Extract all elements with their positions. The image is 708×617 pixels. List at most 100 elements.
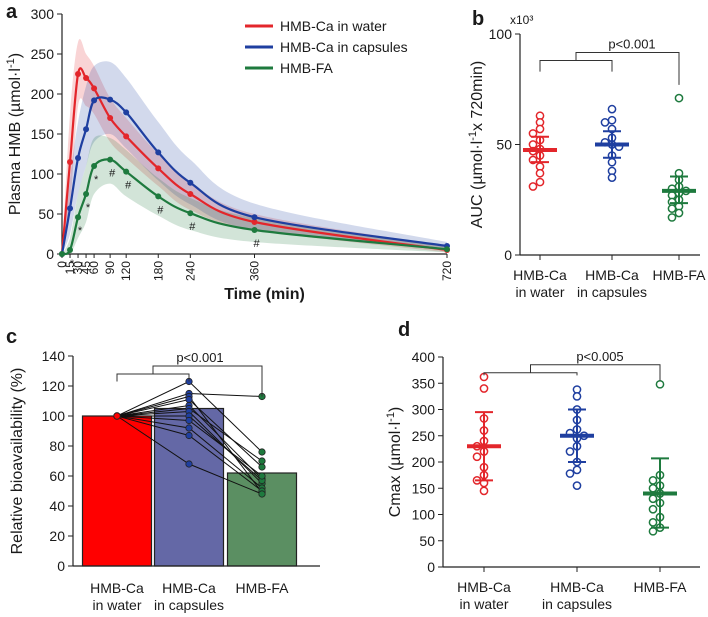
significance-marker: # (109, 168, 116, 180)
data-point (75, 71, 82, 77)
data-point (535, 124, 545, 134)
panel-label-b: b (472, 8, 484, 30)
panel-d: d 0 50 100 150 200 250 300 350 400 HMB-Ca in water H… (385, 319, 700, 612)
data-point (91, 163, 98, 169)
x-tick-label: HMB-Ca in capsules (542, 579, 612, 612)
x-tick-label: HMB-Ca in capsules (154, 580, 224, 613)
data-point (572, 481, 582, 490)
data-point (107, 156, 114, 163)
significance-label: p<0.001 (608, 37, 655, 52)
y-tick-label: 150 (412, 480, 436, 496)
data-point (185, 395, 193, 404)
y-tick-label: 100 (31, 166, 55, 182)
data-point (75, 155, 82, 161)
x-tick-label: HMB-Ca in water (90, 580, 144, 613)
x-tick-label: 0 (55, 261, 69, 268)
data-point (123, 168, 130, 175)
significance-marker: # (189, 221, 196, 233)
data-point (674, 93, 684, 103)
data-point (535, 177, 545, 187)
x-tick-label: HMB-Ca in water (457, 579, 511, 612)
y-axis-title: Plasma HMB (µmol·l-1) (5, 53, 24, 215)
data-point (648, 476, 658, 485)
panel-label-d: d (398, 319, 410, 341)
y-axis-title: Cmax (µmol·l-1) (385, 407, 404, 518)
y-tick-label: 50 (496, 137, 512, 153)
y-tick-label: 50 (38, 206, 54, 222)
y-tick-label: 80 (49, 438, 65, 454)
x-tick-label: HMB-FA (236, 580, 290, 596)
data-point (67, 159, 74, 165)
x-tick-label: 720 (440, 261, 454, 281)
y-tick-label: 150 (31, 126, 55, 142)
data-point (67, 205, 74, 212)
data-point (83, 126, 90, 133)
data-point (600, 118, 610, 127)
data-point (251, 214, 258, 221)
legend-label: HMB-Ca in water (280, 18, 387, 34)
x-tick-label: HMB-Ca in water (513, 267, 567, 300)
y-tick-label: 100 (412, 507, 436, 523)
y-tick-label: 400 (412, 349, 436, 365)
data-point (83, 191, 90, 197)
data-point (648, 494, 658, 504)
x-tick-label: 15 (63, 261, 77, 275)
data-point (59, 251, 65, 257)
data-point (479, 486, 489, 496)
y-tick-label: 140 (42, 348, 66, 364)
y-tick-label: 50 (419, 533, 435, 549)
data-point (123, 109, 130, 116)
significance-marker: * (86, 202, 91, 214)
y-tick-label: 250 (412, 428, 436, 444)
data-point (607, 157, 617, 167)
data-point (607, 115, 617, 125)
data-point (155, 165, 162, 172)
data-point (258, 463, 266, 471)
data-point (258, 472, 266, 480)
data-point (185, 460, 193, 468)
data-point (648, 518, 658, 527)
y-tick-label: 40 (49, 498, 65, 514)
data-point (185, 424, 193, 432)
y-tick-label: 300 (31, 6, 55, 22)
panel-c: c 0 20 40 60 80 100 120 140 HMB-Ca in water HMB-Ca i… (6, 326, 320, 613)
y-axis-title: AUC (µmol·l-1x 720min) (467, 61, 486, 228)
x-tick-label: 90 (103, 261, 117, 275)
data-point (187, 179, 194, 186)
significance-marker: # (253, 238, 260, 250)
data-point (155, 149, 162, 156)
significance-marker: * (70, 258, 75, 270)
significance-marker: * (78, 225, 83, 237)
y-tick-label: 0 (427, 559, 435, 575)
data-point (607, 173, 617, 182)
data-point (535, 168, 545, 178)
y-multiplier: x10³ (510, 13, 533, 27)
y-tick-label: 300 (412, 402, 436, 418)
x-tick-label: 45 (79, 261, 93, 275)
x-axis-title: Time (min) (224, 286, 305, 303)
data-point (472, 452, 482, 462)
data-point (155, 193, 162, 200)
data-point (258, 448, 266, 456)
data-point (187, 210, 194, 217)
significance-marker: # (157, 204, 164, 216)
data-point (75, 214, 82, 221)
data-point (107, 96, 114, 103)
legend-label: HMB-Ca in capsules (280, 39, 408, 55)
significance-label: p<0.001 (176, 350, 223, 365)
y-tick-label: 350 (412, 375, 436, 391)
y-tick-label: 0 (46, 246, 54, 262)
confidence-band (62, 39, 447, 254)
y-tick-label: 100 (489, 26, 513, 42)
data-point (187, 191, 194, 197)
y-axis-title: Relative bioavailability (%) (9, 368, 26, 555)
y-tick-label: 0 (504, 247, 512, 263)
significance-bracket (116, 365, 263, 397)
panel-label-a: a (6, 1, 18, 23)
x-tick-label: 180 (151, 261, 165, 281)
x-tick-label: HMB-FA (634, 579, 688, 595)
data-point (67, 247, 74, 253)
y-tick-label: 100 (42, 408, 66, 424)
